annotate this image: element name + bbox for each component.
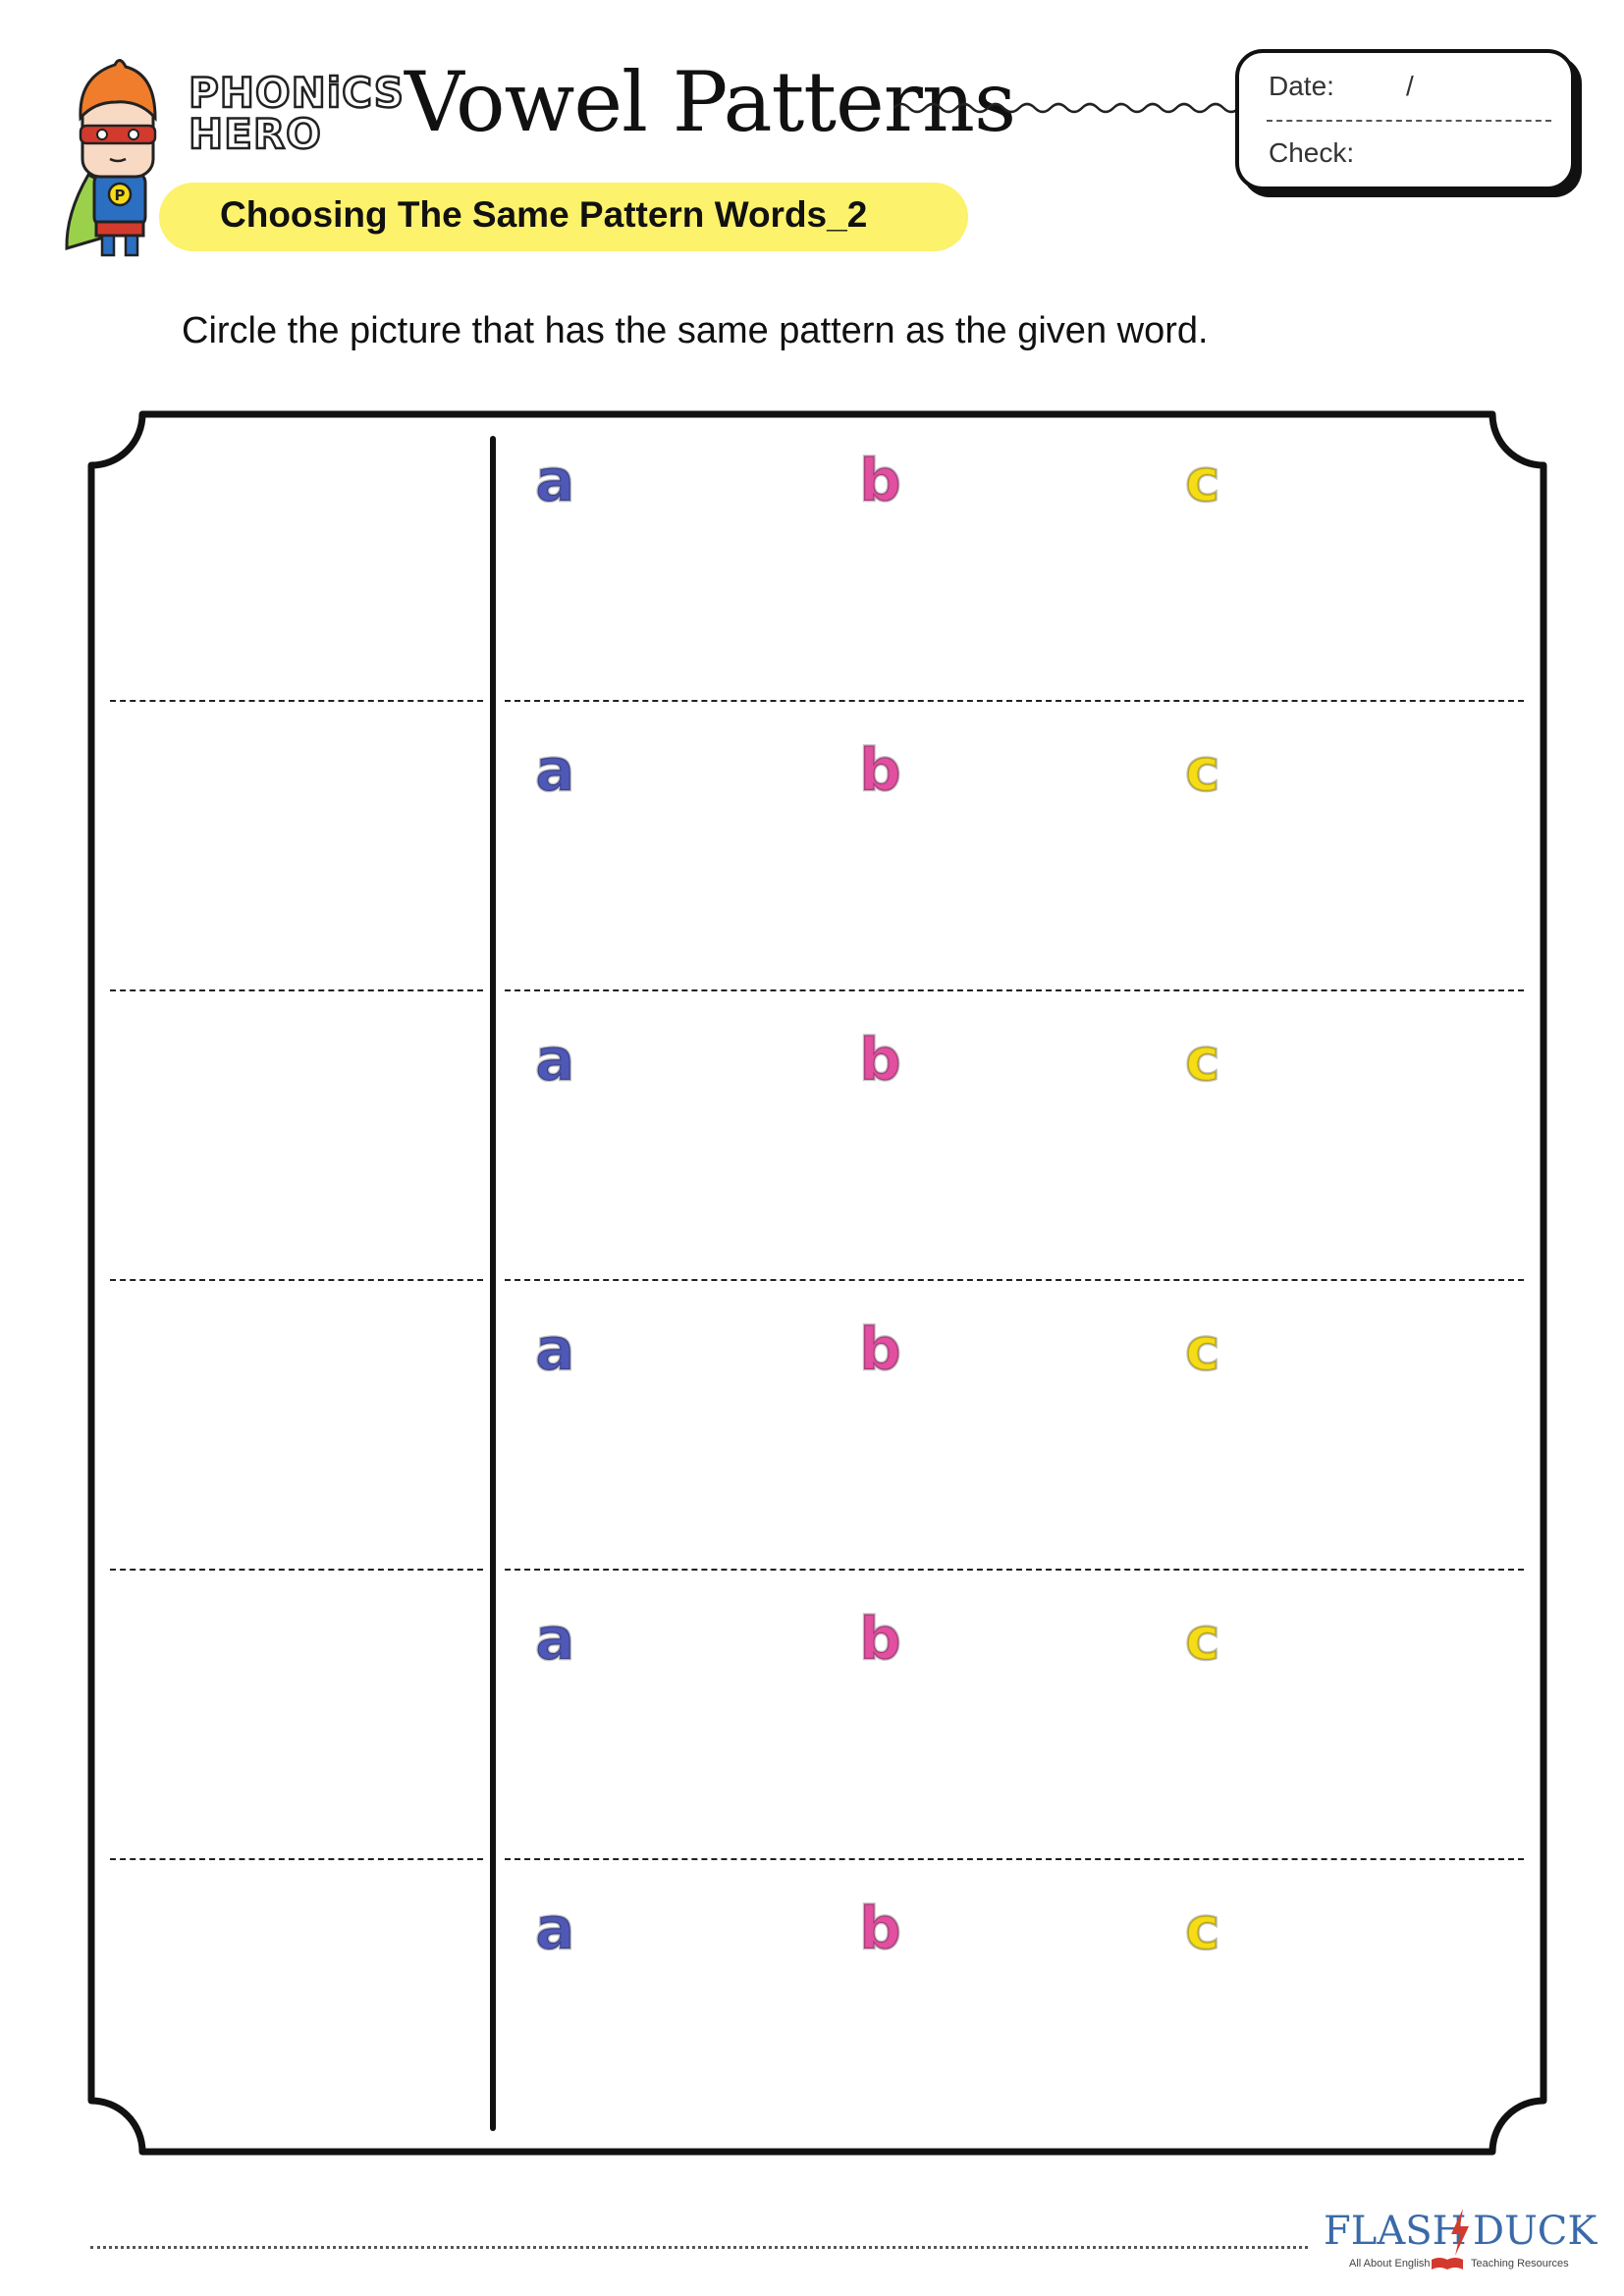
date-box-divider [1267, 120, 1551, 122]
option-a-label[interactable]: a [534, 447, 576, 515]
date-separator: / [1406, 71, 1414, 101]
option-b-label[interactable]: b [858, 1895, 902, 1963]
row-divider-word-column [110, 989, 483, 991]
footer-brand-left: FLASH [1324, 2209, 1467, 2254]
option-c-label[interactable]: c [1184, 1315, 1221, 1384]
phonics-hero-logo: PHONiCS HERO [188, 69, 406, 167]
row-divider-picture-column [505, 989, 1524, 991]
check-label: Check: [1269, 137, 1355, 168]
row-divider-word-column [110, 1569, 483, 1571]
option-c-label[interactable]: c [1184, 447, 1221, 515]
option-b-label[interactable]: b [858, 736, 902, 805]
option-a-label[interactable]: a [534, 1315, 576, 1384]
lightning-bolt-icon [1451, 2209, 1469, 2256]
subtitle-highlight [159, 183, 968, 251]
open-book-icon [1432, 2258, 1463, 2269]
footer-brand-right: DUCK [1473, 2209, 1597, 2254]
option-a-label[interactable]: a [534, 1895, 576, 1963]
footer-tagline-right: Teaching Resources [1471, 2258, 1569, 2269]
row-divider-word-column [110, 700, 483, 702]
date-check-box: Date: / Check: [1235, 49, 1575, 190]
option-b-label[interactable]: b [858, 1605, 902, 1674]
logo-line-2: HERO [188, 110, 322, 158]
option-c-label[interactable]: c [1184, 736, 1221, 805]
row-divider-picture-column [505, 700, 1524, 702]
option-c-label[interactable]: c [1184, 1605, 1221, 1674]
row-divider-word-column [110, 1279, 483, 1281]
row-divider-picture-column [505, 1858, 1524, 1860]
page-title: Vowel Patterns [405, 54, 1016, 150]
option-c-label[interactable]: c [1184, 1895, 1221, 1963]
footer-divider [90, 2246, 1308, 2249]
svg-text:P: P [115, 187, 126, 204]
superhero-mascot-icon: P [65, 59, 157, 257]
option-b-label[interactable]: b [858, 447, 902, 515]
flashduck-logo: FLASH DUCK All About English Teaching Re… [1324, 2209, 1597, 2275]
worksheet-subtitle: Choosing The Same Pattern Words_2 [220, 194, 868, 235]
option-b-label[interactable]: b [858, 1026, 902, 1095]
option-c-label[interactable]: c [1184, 1026, 1221, 1095]
row-divider-picture-column [505, 1279, 1524, 1281]
footer-tagline-left: All About English [1349, 2258, 1431, 2269]
option-a-label[interactable]: a [534, 1605, 576, 1674]
logo-line-1: PHONiCS [188, 69, 406, 117]
option-b-label[interactable]: b [858, 1315, 902, 1384]
wavy-divider [893, 102, 1237, 114]
option-a-label[interactable]: a [534, 736, 576, 805]
row-divider-word-column [110, 1858, 483, 1860]
option-a-label[interactable]: a [534, 1026, 576, 1095]
instruction-text: Circle the picture that has the same pat… [182, 310, 1209, 351]
date-label: Date: [1269, 71, 1334, 101]
row-divider-picture-column [505, 1569, 1524, 1571]
